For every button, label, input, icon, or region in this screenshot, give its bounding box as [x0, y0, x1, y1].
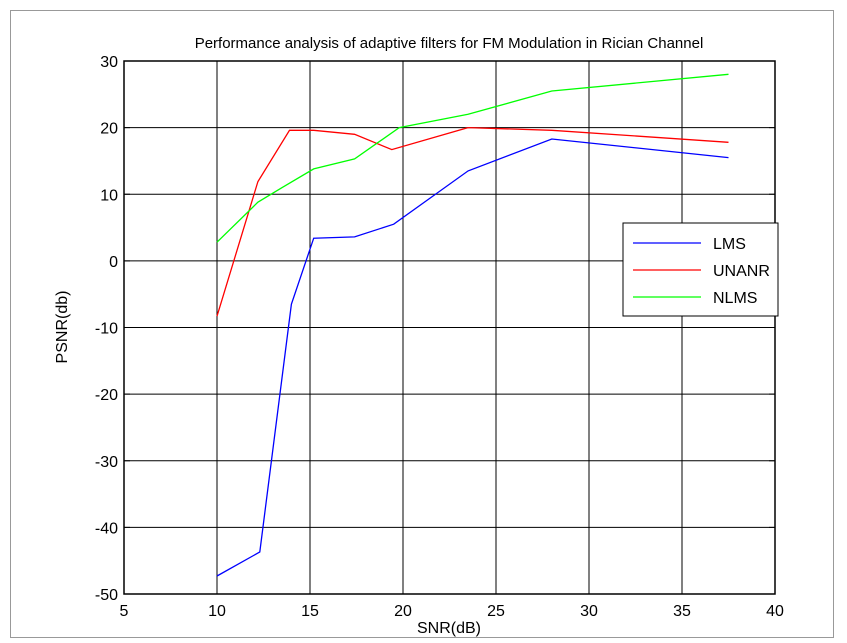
series-line-lms: [216, 138, 729, 577]
x-tick-label: 30: [580, 603, 598, 620]
x-tick-label: 15: [301, 603, 319, 620]
y-axis-label: PSNR(db): [54, 291, 71, 364]
series-line-nlms: [216, 73, 729, 243]
legend-label-unanr: UNANR: [713, 263, 770, 280]
y-tick-label: -50: [95, 587, 118, 604]
x-tick-label: 25: [487, 603, 505, 620]
x-tick-label: 5: [120, 603, 129, 620]
y-tick-label: -30: [95, 454, 118, 471]
x-tick-label: 20: [394, 603, 412, 620]
chart-title: Performance analysis of adaptive filters…: [195, 35, 704, 52]
legend-label-nlms: NLMS: [713, 290, 757, 307]
x-axis-label: SNR(dB): [417, 620, 481, 637]
x-tick-label: 35: [673, 603, 691, 620]
legend-label-lms: LMS: [713, 236, 746, 253]
y-tick-label: 30: [100, 54, 118, 71]
x-tick-label: 10: [208, 603, 226, 620]
y-tick-label: -10: [95, 321, 118, 338]
y-tick-label: 10: [100, 187, 118, 204]
axis-ticks: 5 10 15 20 25 30 35 40 -50 -40 -30 -20 -10 0 10 20 30: [95, 54, 784, 620]
y-tick-label: 20: [100, 121, 118, 138]
y-tick-label: 0: [109, 254, 118, 271]
series-line-unanr: [216, 126, 729, 317]
legend: LMS UNANR NLMS: [622, 222, 779, 317]
y-tick-label: -40: [95, 520, 118, 537]
figure-frame: 5 10 15 20 25 30 35 40 -50 -40 -30 -20 -10 0 10 20 30 Pe…: [10, 10, 834, 638]
x-tick-label: 40: [766, 603, 784, 620]
y-tick-label: -20: [95, 387, 118, 404]
line-chart: 5 10 15 20 25 30 35 40 -50 -40 -30 -20 -10 0 10 20 30 Pe…: [54, 35, 784, 637]
series-lines: [216, 73, 729, 577]
